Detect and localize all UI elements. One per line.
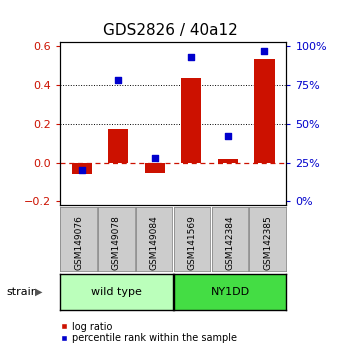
Text: wild type: wild type bbox=[91, 287, 142, 297]
Text: GSM149076: GSM149076 bbox=[74, 215, 83, 269]
Text: GSM142384: GSM142384 bbox=[225, 215, 234, 269]
Text: GDS2826 / 40a12: GDS2826 / 40a12 bbox=[103, 23, 238, 38]
Text: GSM141569: GSM141569 bbox=[188, 215, 196, 269]
Text: ▶: ▶ bbox=[35, 287, 43, 297]
Text: GSM142385: GSM142385 bbox=[263, 215, 272, 269]
Bar bbox=[108, 129, 128, 163]
Bar bbox=[254, 59, 275, 163]
Point bbox=[79, 167, 84, 173]
Bar bbox=[218, 159, 238, 163]
Point bbox=[116, 78, 121, 83]
Point bbox=[189, 55, 194, 60]
Bar bbox=[145, 163, 165, 173]
Point bbox=[152, 155, 158, 161]
Bar bbox=[181, 78, 202, 163]
Text: NY1DD: NY1DD bbox=[210, 287, 250, 297]
Legend: log ratio, percentile rank within the sample: log ratio, percentile rank within the sa… bbox=[56, 318, 240, 347]
Point bbox=[262, 48, 267, 54]
Text: GSM149078: GSM149078 bbox=[112, 215, 121, 269]
Bar bbox=[72, 163, 92, 174]
Text: GSM149084: GSM149084 bbox=[150, 215, 159, 269]
Point bbox=[225, 133, 231, 139]
Text: strain: strain bbox=[7, 287, 39, 297]
